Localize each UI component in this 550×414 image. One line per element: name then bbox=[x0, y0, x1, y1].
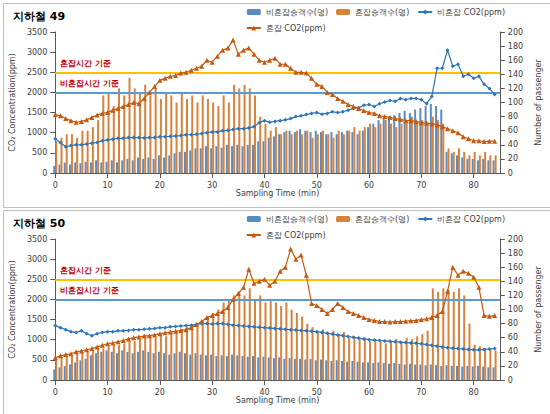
svg-text:0: 0 bbox=[42, 169, 47, 178]
svg-text:0: 0 bbox=[508, 376, 513, 385]
svg-text:비혼잡시간 기준: 비혼잡시간 기준 bbox=[60, 79, 119, 88]
svg-text:180: 180 bbox=[508, 42, 523, 51]
svg-text:Sampling Time (min): Sampling Time (min) bbox=[236, 189, 319, 198]
svg-text:3500: 3500 bbox=[27, 235, 47, 244]
svg-text:80: 80 bbox=[508, 319, 518, 328]
svg-text:3000: 3000 bbox=[27, 255, 47, 264]
svg-text:80: 80 bbox=[469, 181, 479, 190]
svg-text:2000: 2000 bbox=[27, 295, 47, 304]
svg-text:1000: 1000 bbox=[27, 335, 47, 344]
svg-text:비혼잡승객수(명): 비혼잡승객수(명) bbox=[266, 8, 328, 17]
svg-text:50: 50 bbox=[312, 181, 322, 190]
svg-text:40: 40 bbox=[259, 388, 269, 397]
svg-text:Sampling Time (min): Sampling Time (min) bbox=[236, 396, 319, 405]
svg-text:1500: 1500 bbox=[27, 315, 47, 324]
svg-text:140: 140 bbox=[508, 70, 523, 79]
svg-text:200: 200 bbox=[508, 28, 523, 37]
svg-text:3500: 3500 bbox=[27, 28, 47, 37]
svg-text:100: 100 bbox=[508, 305, 523, 314]
svg-text:120: 120 bbox=[508, 291, 523, 300]
svg-text:140: 140 bbox=[508, 277, 523, 286]
svg-text:1500: 1500 bbox=[27, 108, 47, 117]
svg-text:2500: 2500 bbox=[27, 275, 47, 284]
svg-text:비혼잡승객수(명): 비혼잡승객수(명) bbox=[266, 215, 328, 224]
svg-text:Number of passenger: Number of passenger bbox=[534, 266, 543, 353]
svg-text:1000: 1000 bbox=[27, 128, 47, 137]
svg-text:10: 10 bbox=[102, 388, 112, 397]
svg-text:0: 0 bbox=[53, 388, 58, 397]
svg-text:30: 30 bbox=[207, 388, 217, 397]
svg-text:비혼잡 CO2(ppm): 비혼잡 CO2(ppm) bbox=[437, 215, 505, 224]
svg-text:20: 20 bbox=[155, 388, 165, 397]
svg-text:30: 30 bbox=[207, 181, 217, 190]
svg-text:CO₂ Concentration(ppm): CO₂ Concentration(ppm) bbox=[8, 260, 17, 358]
svg-text:Number of passenger: Number of passenger bbox=[534, 59, 543, 146]
svg-text:혼잡 CO2(ppm): 혼잡 CO2(ppm) bbox=[266, 231, 326, 240]
svg-text:500: 500 bbox=[32, 355, 47, 364]
svg-text:120: 120 bbox=[508, 84, 523, 93]
svg-text:40: 40 bbox=[259, 181, 269, 190]
svg-text:혼잡시간 기준: 혼잡시간 기준 bbox=[60, 59, 111, 68]
svg-text:180: 180 bbox=[508, 249, 523, 258]
svg-text:60: 60 bbox=[364, 388, 374, 397]
svg-text:0: 0 bbox=[53, 181, 58, 190]
svg-text:지하철 50: 지하철 50 bbox=[12, 217, 65, 230]
svg-text:60: 60 bbox=[364, 181, 374, 190]
svg-text:80: 80 bbox=[508, 112, 518, 121]
svg-text:혼잡승객수(명): 혼잡승객수(명) bbox=[355, 215, 409, 224]
svg-text:40: 40 bbox=[508, 140, 518, 149]
svg-text:70: 70 bbox=[416, 388, 426, 397]
svg-text:혼잡 CO2(ppm): 혼잡 CO2(ppm) bbox=[266, 24, 326, 33]
svg-text:160: 160 bbox=[508, 56, 523, 65]
svg-text:50: 50 bbox=[312, 388, 322, 397]
svg-text:2500: 2500 bbox=[27, 68, 47, 77]
svg-text:20: 20 bbox=[508, 361, 518, 370]
svg-text:10: 10 bbox=[102, 181, 112, 190]
svg-text:70: 70 bbox=[416, 181, 426, 190]
svg-text:500: 500 bbox=[32, 148, 47, 157]
svg-text:3000: 3000 bbox=[27, 48, 47, 57]
svg-text:160: 160 bbox=[508, 263, 523, 272]
svg-text:2000: 2000 bbox=[27, 88, 47, 97]
svg-text:혼잡시간 기준: 혼잡시간 기준 bbox=[60, 266, 111, 275]
svg-text:0: 0 bbox=[42, 376, 47, 385]
svg-text:80: 80 bbox=[469, 388, 479, 397]
svg-text:CO₂ Concentration(ppm): CO₂ Concentration(ppm) bbox=[8, 53, 17, 151]
svg-text:60: 60 bbox=[508, 126, 518, 135]
svg-text:0: 0 bbox=[508, 169, 513, 178]
svg-text:비혼잡 CO2(ppm): 비혼잡 CO2(ppm) bbox=[437, 8, 505, 17]
svg-text:비혼잡시간 기준: 비혼잡시간 기준 bbox=[60, 286, 119, 295]
svg-text:40: 40 bbox=[508, 347, 518, 356]
svg-text:혼잡승객수(명): 혼잡승객수(명) bbox=[355, 8, 409, 17]
svg-text:200: 200 bbox=[508, 235, 523, 244]
svg-text:지하철 49: 지하철 49 bbox=[12, 10, 65, 23]
svg-text:100: 100 bbox=[508, 98, 523, 107]
svg-text:60: 60 bbox=[508, 333, 518, 342]
svg-text:20: 20 bbox=[155, 181, 165, 190]
svg-text:20: 20 bbox=[508, 154, 518, 163]
